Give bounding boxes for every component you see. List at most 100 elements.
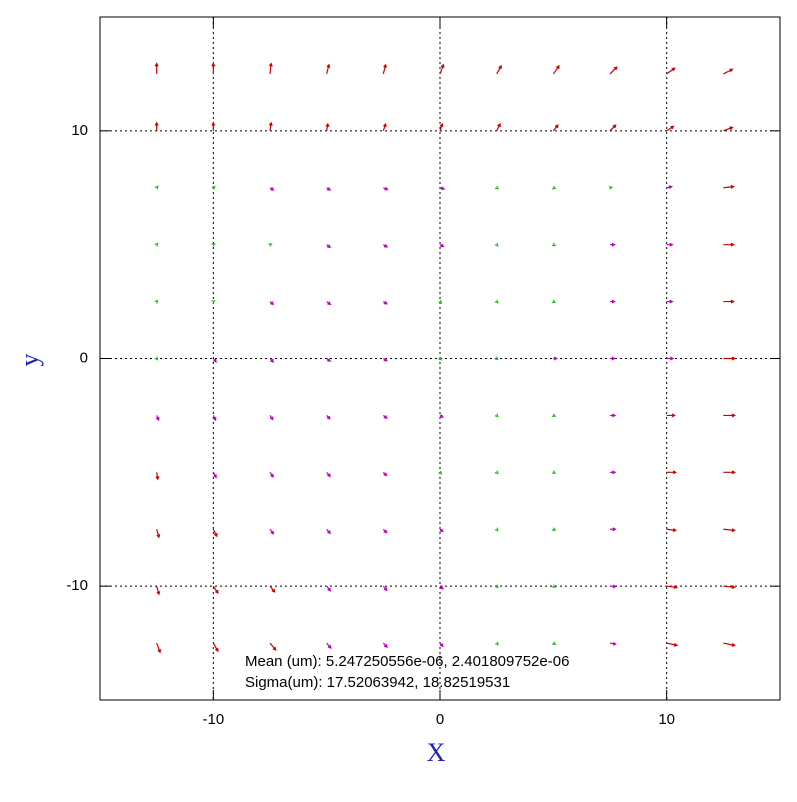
vector-arrow [325,122,330,131]
vector-arrow [154,242,159,247]
vector-arrow [666,470,677,475]
vector-arrow [326,415,331,420]
vector-arrow [269,301,275,306]
vector-arrow [268,243,273,247]
vector-arrow [382,642,388,649]
vector-arrow [326,63,331,75]
vector-arrow [212,415,217,422]
vector-arrow [326,528,331,535]
vector-arrow [439,243,445,248]
vector-arrow [552,185,557,190]
plot-frame [99,16,781,701]
vector-arrow [439,528,444,533]
vector-arrow [666,642,679,647]
vector-arrow [269,471,274,478]
vector-arrow [496,122,501,132]
vector-arrow [551,470,557,474]
vector-arrow [439,414,444,418]
vector-arrow [494,527,499,532]
vector-arrow [609,641,617,646]
vector-arrow [326,642,332,650]
vector-arrow [610,242,616,247]
vector-arrow [610,356,616,361]
vector-arrow [723,68,734,75]
vector-arrow [326,585,332,592]
vector-arrow [494,584,499,589]
vector-arrow [269,415,274,421]
x-tick-label: -10 [202,711,224,728]
vector-arrow [326,358,332,363]
vector-arrow [154,62,159,74]
vector-arrow [496,64,502,75]
y-tick-label: -10 [66,577,88,594]
vector-arrow [723,299,735,304]
vector-arrow [723,356,736,361]
vector-arrow [494,242,499,247]
vector-arrow [382,63,387,75]
vector-arrow [326,187,332,191]
vector-arrow [211,300,216,304]
vector-arrow [211,185,216,190]
vector-arrow [383,186,389,191]
vector-arrow [439,186,446,191]
vector-arrow [269,585,276,593]
vector-arrow [383,244,389,248]
vector-arrow [666,585,679,589]
vector-arrow [326,471,331,478]
vector-arrow [326,301,332,306]
vector-arrow [438,356,443,361]
vector-arrow [268,121,273,131]
vector-arrow [212,358,217,363]
vector-arrow [269,358,275,363]
vector-arrow [156,586,161,596]
vector-arrow [666,356,675,361]
vector-arrow [156,642,162,654]
vector-arrow [439,122,444,132]
vector-arrow [438,299,443,304]
vector-arrow [154,356,158,361]
vector-arrow [552,124,559,132]
vector-arrow [269,642,277,651]
vector-arrow [494,413,499,418]
vector-arrow [610,299,616,304]
vector-arrow [551,299,557,304]
vector-arrow [439,63,445,75]
vector-arrow [382,585,388,592]
vector-arrow [382,122,387,132]
vector-arrow [438,470,443,475]
vector-arrow [154,299,159,304]
vector-arrow [552,64,560,75]
vector-arrow [494,470,499,475]
vector-arrow [666,528,677,533]
vector-arrow [212,472,217,479]
vector-arrow [666,242,674,247]
vector-arrow [609,66,618,75]
vector-arrow [269,528,275,535]
vector-arrow [154,121,159,131]
vector-arrow [439,642,444,648]
annotation: Sigma(um): 17.52063942, 18.82519531 [245,674,510,691]
vector-arrow [382,414,388,419]
vector-arrow [666,185,673,190]
vector-arrow [723,413,736,418]
vector-arrow [666,67,676,75]
annotation: Mean (um): 5.247250556e-06, 2.401809752e… [245,653,569,670]
vector-arrow [666,299,674,304]
vector-arrow [723,585,736,590]
vector-arrow [212,642,219,653]
vector-arrow [211,121,216,131]
vector-arrow [610,527,617,532]
vector-arrow [269,187,275,191]
vector-arrow [666,413,676,418]
vector-arrow [723,642,736,647]
y-axis-label: y [15,354,44,367]
y-tick-label: 0 [80,349,88,366]
vector-arrow [494,356,499,361]
vector-arrow [212,528,218,538]
vector-arrow [495,641,499,646]
vector-arrow [211,62,216,74]
vector-arrow [723,470,736,475]
vector-arrow [723,184,735,189]
vector-arrow [326,244,332,249]
